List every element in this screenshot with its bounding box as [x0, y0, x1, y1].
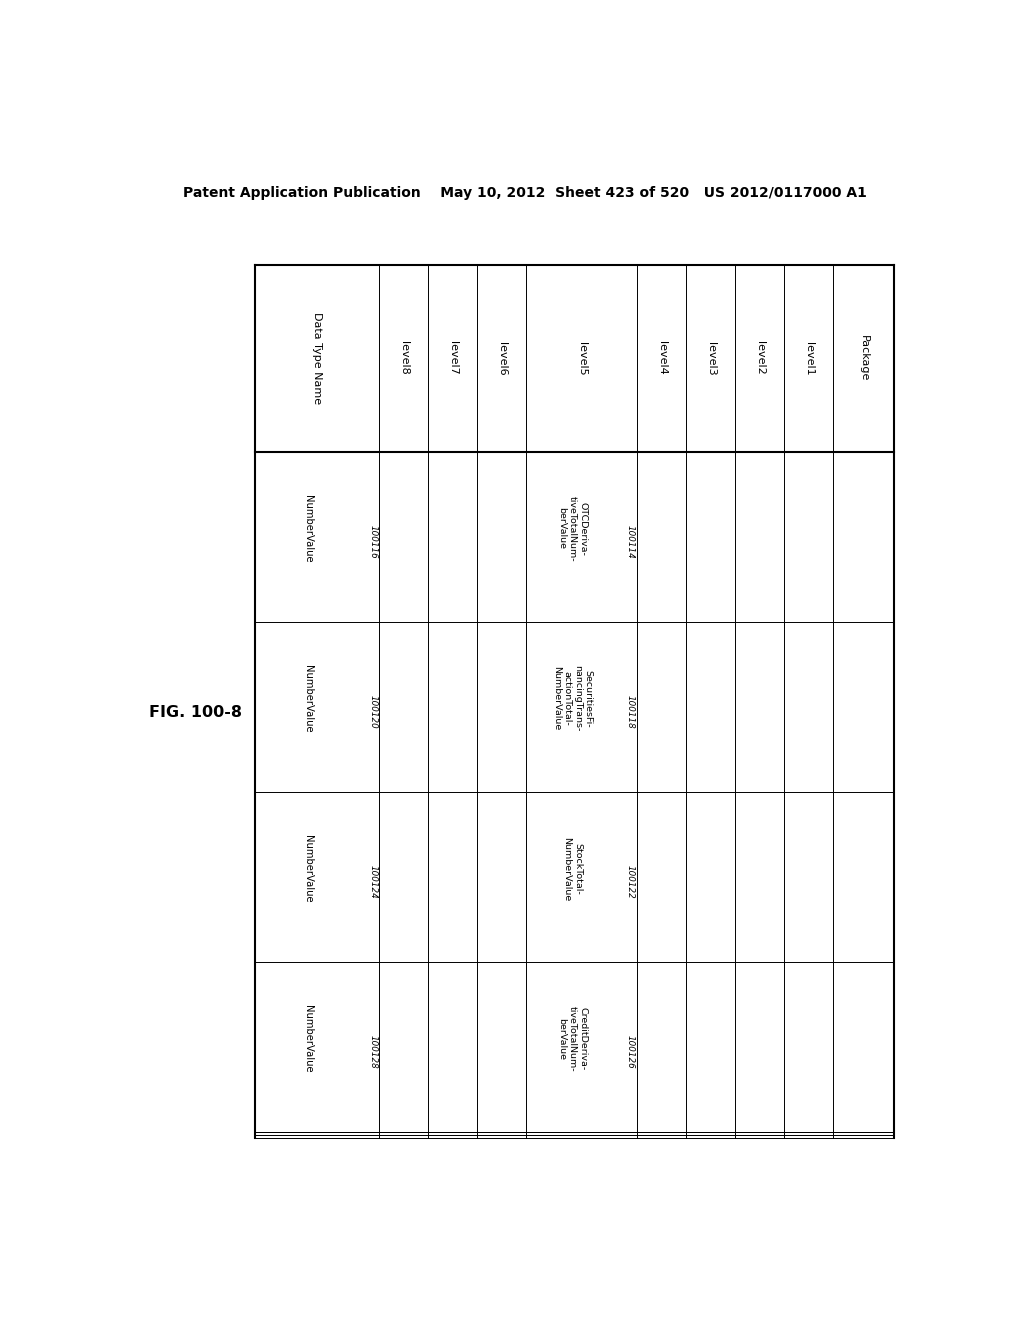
Text: level5: level5 [577, 342, 587, 375]
Text: 100128: 100128 [369, 1035, 378, 1069]
Text: Data Type Name: Data Type Name [312, 313, 323, 404]
Text: 100118: 100118 [626, 694, 635, 729]
Text: FIG. 100-8: FIG. 100-8 [148, 705, 242, 719]
Text: 100126: 100126 [626, 1035, 635, 1069]
Text: level3: level3 [706, 342, 716, 375]
Text: NumberValue: NumberValue [302, 495, 312, 562]
Text: 100116: 100116 [369, 525, 378, 558]
Text: Package: Package [858, 335, 868, 381]
Text: NumberValue: NumberValue [302, 1005, 312, 1073]
Text: SecuritiesFi-
nancingTrans-
actionTotal-
NumberValue: SecuritiesFi- nancingTrans- actionTotal-… [552, 665, 592, 731]
Text: 100120: 100120 [369, 694, 378, 729]
Text: level2: level2 [755, 342, 765, 375]
Text: CreditDeriva-
tiveTotalNum-
berValue: CreditDeriva- tiveTotalNum- berValue [557, 1006, 587, 1072]
Text: StockTotal-
NumberValue: StockTotal- NumberValue [562, 837, 582, 900]
Text: NumberValue: NumberValue [302, 836, 312, 903]
Text: level8: level8 [398, 342, 409, 375]
Text: level6: level6 [497, 342, 507, 375]
Text: Patent Application Publication    May 10, 2012  Sheet 423 of 520   US 2012/01170: Patent Application Publication May 10, 2… [183, 186, 866, 199]
Text: 100114: 100114 [626, 525, 635, 558]
Text: OTCDeriva-
tiveTotalNum-
berValue: OTCDeriva- tiveTotalNum- berValue [557, 495, 587, 561]
Text: level1: level1 [804, 342, 814, 375]
Text: NumberValue: NumberValue [302, 665, 312, 733]
Text: level4: level4 [656, 342, 667, 375]
Text: 100122: 100122 [626, 865, 635, 899]
Text: 100124: 100124 [369, 865, 378, 899]
Text: level7: level7 [447, 342, 458, 375]
